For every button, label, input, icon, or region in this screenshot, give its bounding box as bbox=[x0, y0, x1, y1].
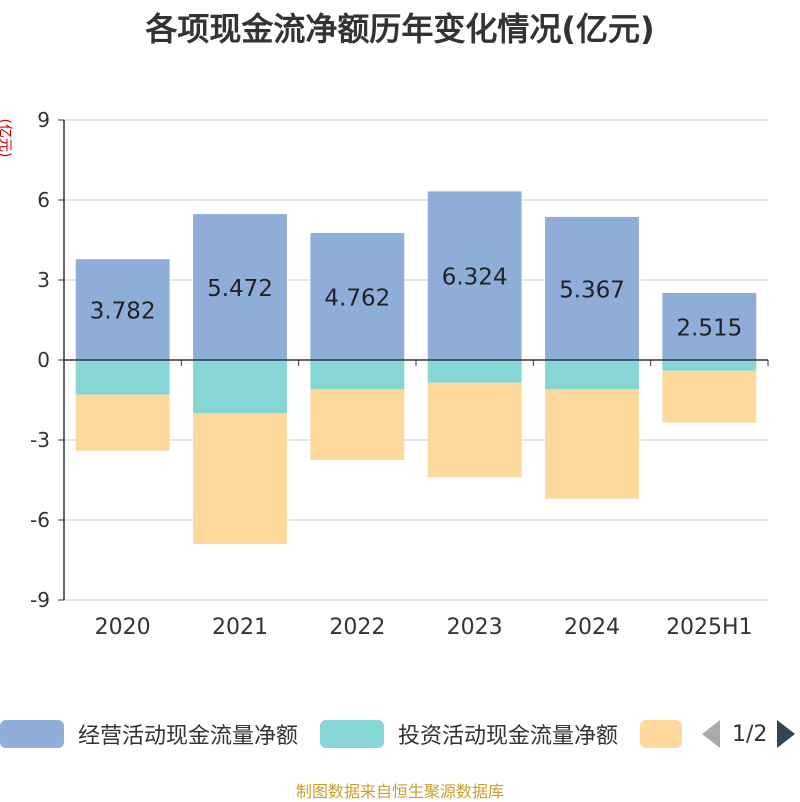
x-category-label: 2023 bbox=[447, 615, 503, 640]
legend-page-indicator: 1/2 bbox=[732, 721, 768, 747]
bar-segment bbox=[662, 370, 757, 423]
bar-segment bbox=[193, 360, 287, 414]
bar-segment bbox=[75, 394, 170, 451]
bar-segment bbox=[310, 233, 405, 360]
x-category-label: 2022 bbox=[329, 615, 385, 640]
x-category-label: 2024 bbox=[564, 615, 620, 640]
bar-segment bbox=[545, 216, 639, 360]
legend-item-operating[interactable]: 经营活动现金流量净额 bbox=[0, 714, 298, 754]
bar-segment bbox=[545, 389, 639, 499]
bar-segment bbox=[427, 360, 522, 383]
data-label: 2.515 bbox=[676, 315, 742, 341]
legend-next-page-icon[interactable] bbox=[777, 720, 796, 748]
bar-segment bbox=[193, 214, 287, 360]
y-tick-label: 6 bbox=[37, 188, 50, 212]
bar-segment bbox=[662, 292, 757, 360]
y-tick-label: 0 bbox=[37, 348, 50, 372]
data-label: 3.782 bbox=[90, 299, 156, 325]
y-tick-label: -6 bbox=[30, 508, 50, 532]
source-footer: 制图数据来自恒生聚源数据库 bbox=[295, 782, 504, 801]
y-tick-label: -3 bbox=[30, 428, 50, 452]
x-category-label: 2020 bbox=[95, 615, 151, 640]
chart-title: 各项现金流净额历年变化情况(亿元) bbox=[145, 10, 655, 48]
bar-segment bbox=[310, 360, 405, 390]
bar-segment bbox=[662, 360, 757, 371]
data-label: 5.472 bbox=[207, 276, 273, 302]
legend-item-third[interactable] bbox=[640, 714, 682, 754]
legend-swatch-third bbox=[640, 720, 682, 748]
x-category-label: 2021 bbox=[212, 615, 268, 640]
legend: 经营活动现金流量净额 投资活动现金流量净额 1/2 bbox=[0, 714, 800, 758]
bar-segment bbox=[310, 389, 405, 460]
data-label: 6.324 bbox=[442, 265, 508, 291]
bar-segment bbox=[75, 259, 170, 360]
y-tick-label: 9 bbox=[37, 108, 50, 132]
data-label: 4.762 bbox=[324, 286, 390, 312]
stacked-bar-chart: 9 6 3 0 -3 -6 -9 3.782 5.472 4.762 6.324 5.367 2.515… bbox=[30, 108, 769, 640]
legend-swatch-investing bbox=[320, 720, 384, 748]
bar-segment bbox=[427, 191, 522, 360]
data-label: 5.367 bbox=[559, 277, 625, 303]
legend-pager: 1/2 bbox=[702, 714, 796, 754]
bar-segment bbox=[193, 413, 287, 544]
legend-label-investing: 投资活动现金流量净额 bbox=[398, 724, 619, 749]
bar-segment bbox=[75, 360, 170, 395]
y-tick-label: 3 bbox=[37, 268, 50, 292]
legend-prev-page-icon[interactable] bbox=[702, 720, 720, 748]
y-tick-label: -9 bbox=[30, 588, 50, 612]
legend-swatch-operating bbox=[0, 720, 64, 748]
legend-item-investing[interactable]: 投资活动现金流量净额 bbox=[320, 714, 618, 754]
legend-label-operating: 经营活动现金流量净额 bbox=[78, 724, 299, 749]
bar-segment bbox=[545, 360, 639, 390]
bar-segment bbox=[427, 382, 522, 478]
x-category-label: 2025H1 bbox=[666, 615, 753, 640]
